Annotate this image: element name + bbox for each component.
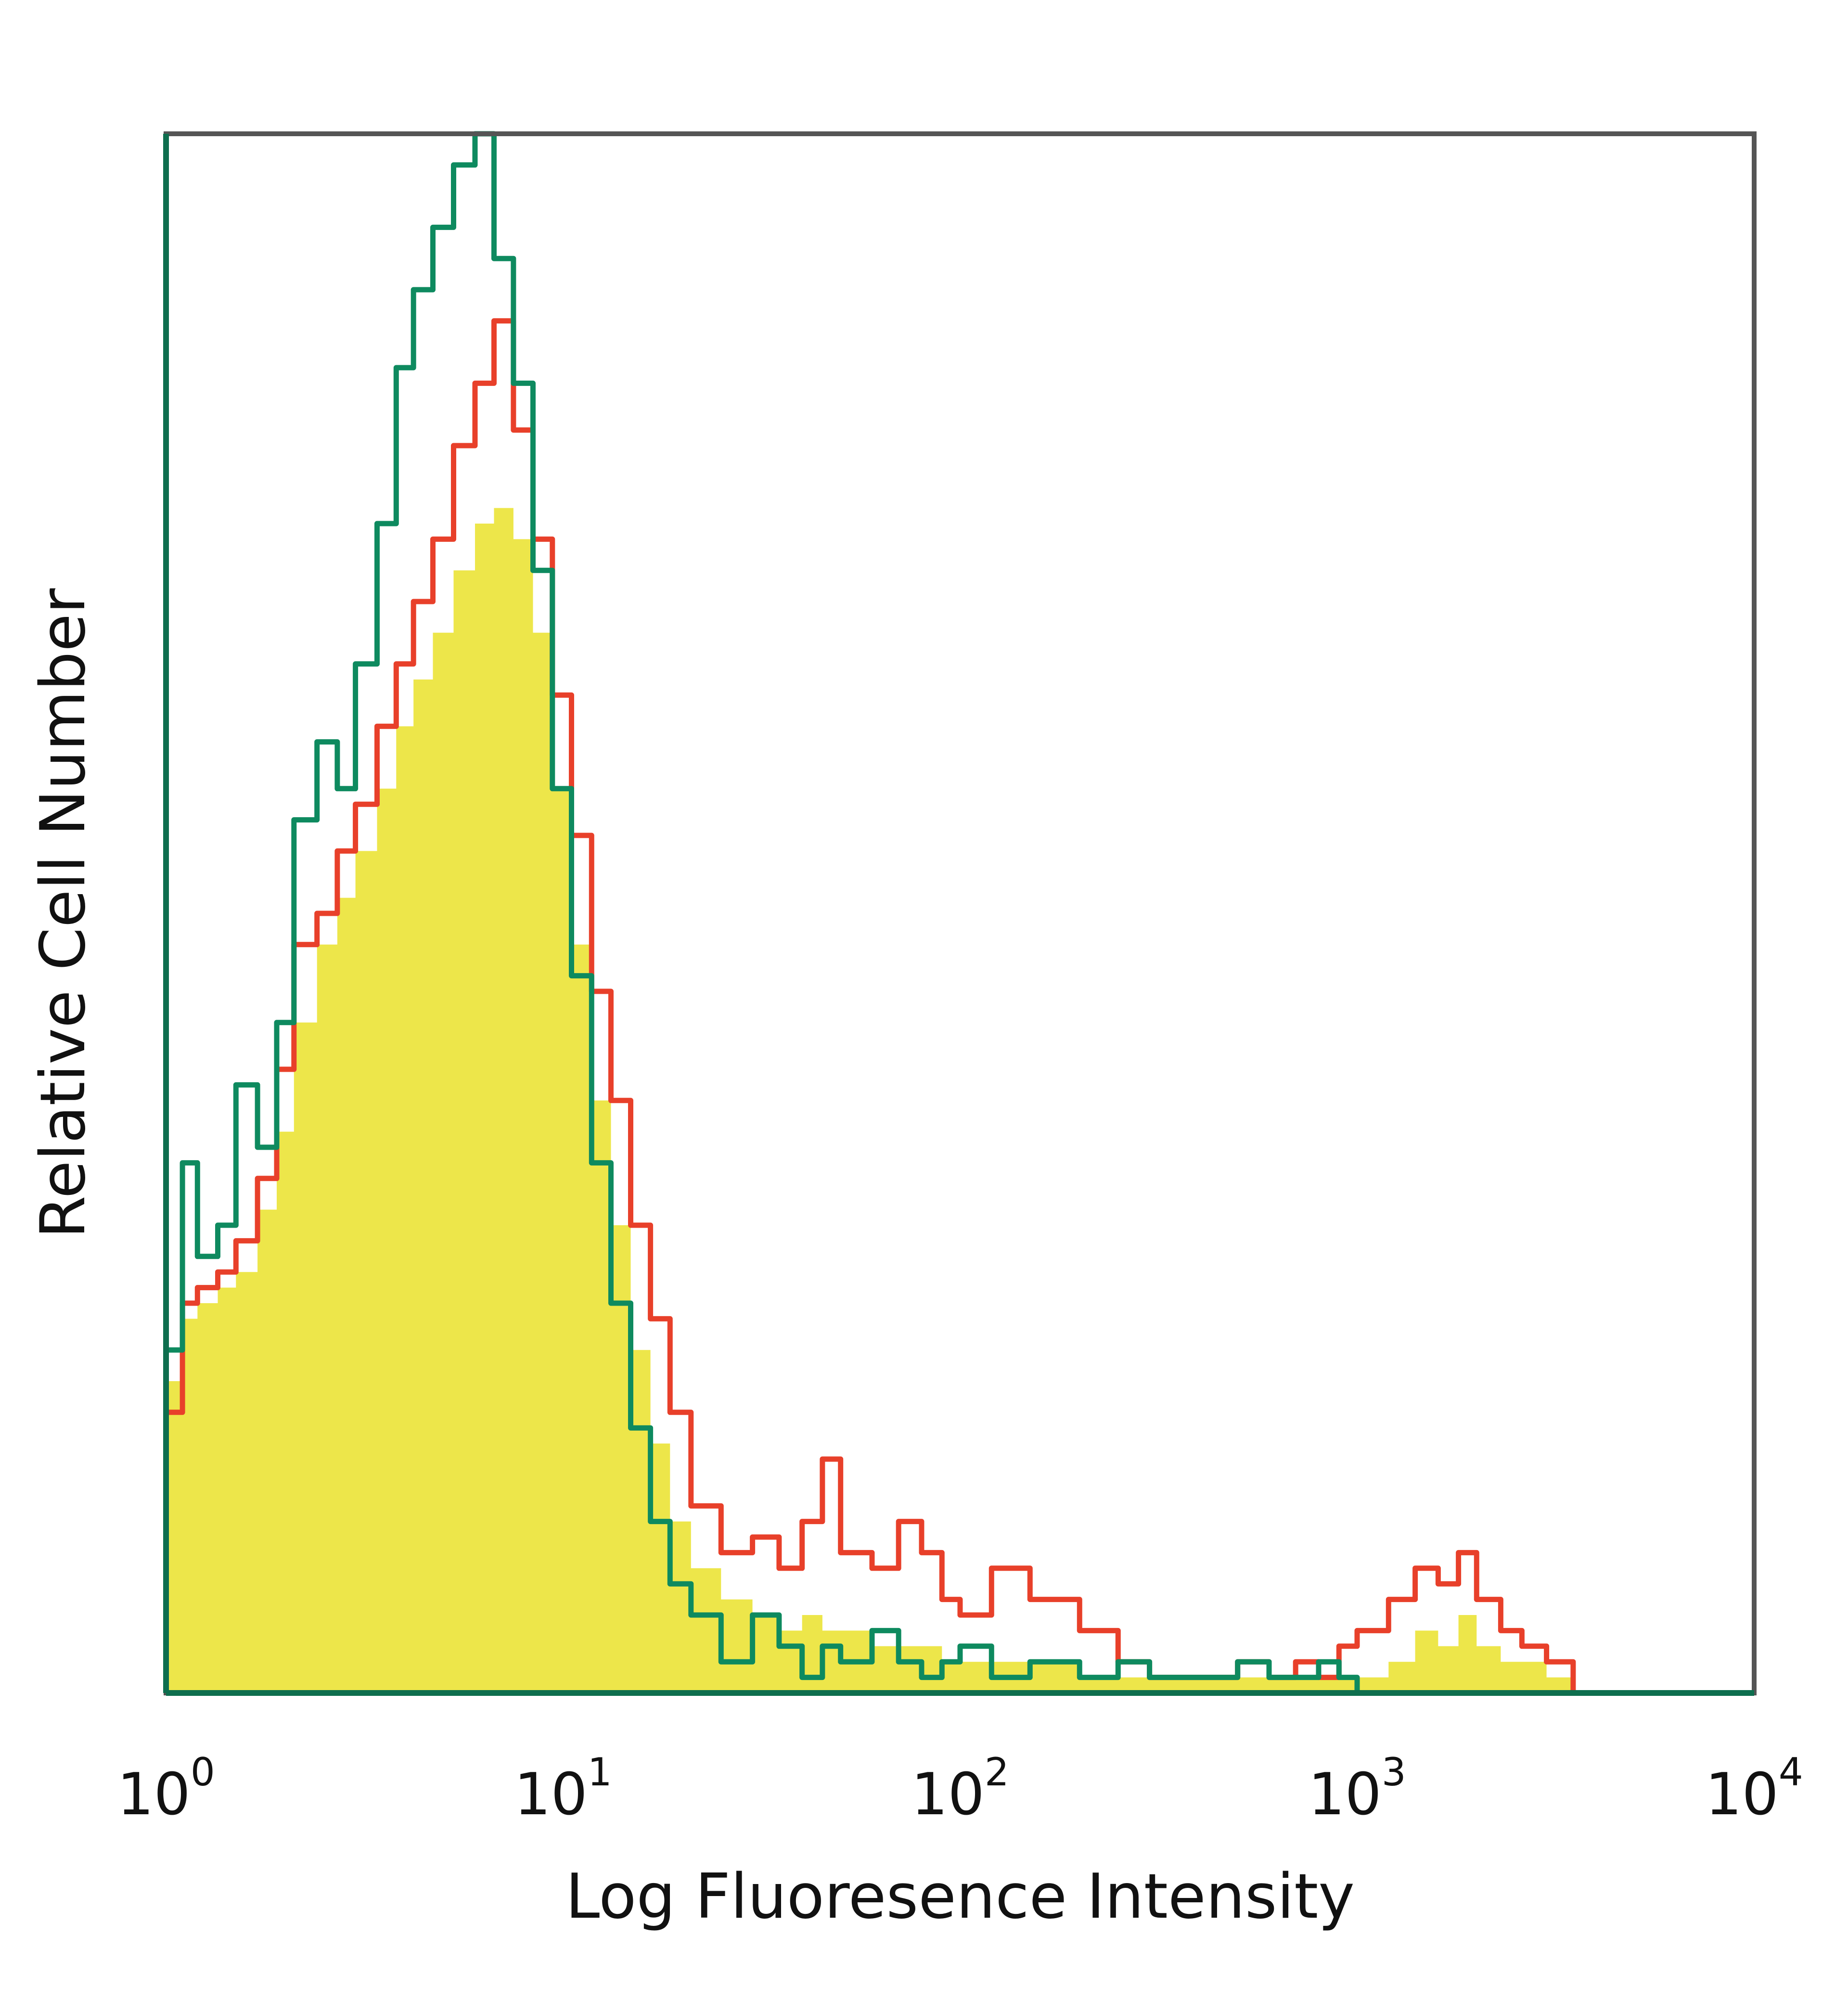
green-histogram-line — [166, 131, 1573, 1696]
filled-histogram — [166, 508, 1573, 1693]
x-tick-label: 102 — [911, 1750, 1009, 1828]
x-tick-label: 101 — [514, 1750, 612, 1828]
x-tick-labels: 100 101 102 103 104 — [117, 1750, 1803, 1828]
x-tick-label: 104 — [1705, 1750, 1803, 1828]
x-tick-label: 100 — [117, 1750, 215, 1828]
x-tick-label: 103 — [1308, 1750, 1406, 1828]
y-axis-title: Relative Cell Number — [27, 588, 99, 1238]
x-axis-title: Log Fluoresence Intensity — [565, 1861, 1355, 1933]
series-layer — [166, 131, 1576, 1696]
red-histogram-line — [166, 318, 1576, 1693]
